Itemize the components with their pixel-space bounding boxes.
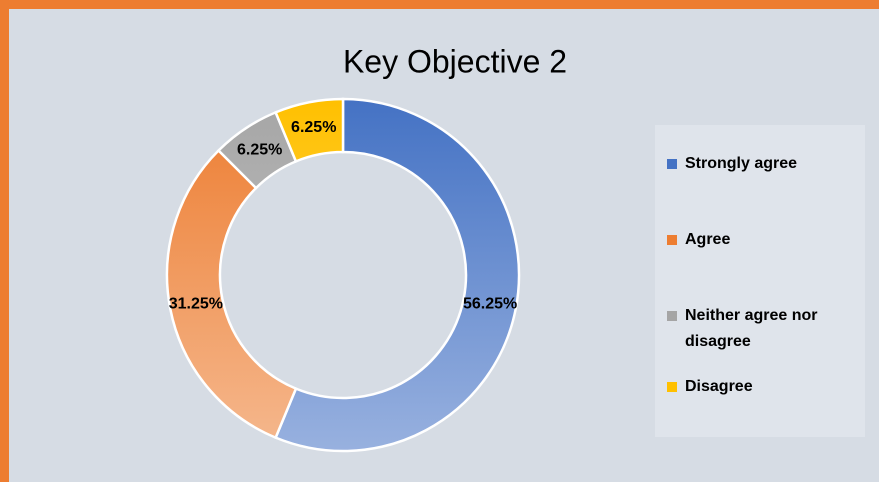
legend-label: Neither agree nor disagree	[685, 307, 817, 350]
legend-label: Agree	[685, 231, 730, 248]
donut-slice	[274, 97, 345, 163]
legend-label: Disagree	[685, 378, 753, 395]
data-label: 6.25%	[237, 141, 282, 158]
donut-slice	[165, 148, 298, 440]
legend: Strongly agree Agree Neither agree nor disa…	[655, 125, 865, 437]
data-label: 6.25%	[291, 119, 336, 136]
data-label: 56.25%	[463, 295, 517, 312]
legend-swatch	[667, 382, 677, 392]
data-label: 31.25%	[169, 295, 223, 312]
legend-background	[655, 125, 865, 437]
chart-title: Key Objective 2	[343, 43, 567, 79]
legend-swatch	[667, 311, 677, 321]
legend-swatch	[667, 235, 677, 245]
legend-label: Strongly agree	[685, 155, 797, 172]
donut-slice	[274, 97, 521, 453]
legend-swatch	[667, 159, 677, 169]
